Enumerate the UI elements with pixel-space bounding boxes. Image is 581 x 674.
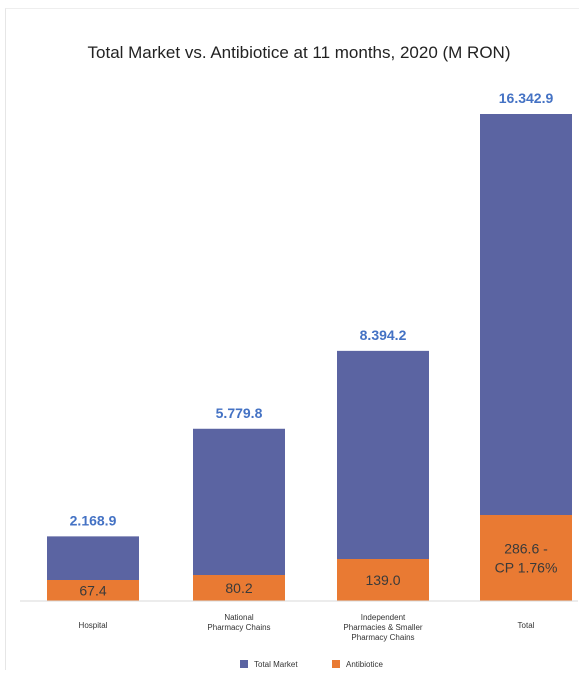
category-label: Independent bbox=[361, 613, 406, 622]
legend-label: Total Market bbox=[254, 660, 298, 669]
antibiotice-bar bbox=[480, 515, 572, 601]
antibiotice-bar bbox=[47, 580, 139, 601]
antibiotice-value-label: CP 1.76% bbox=[495, 560, 558, 576]
legend-swatch bbox=[240, 660, 248, 668]
total-market-value-label: 2.168.9 bbox=[70, 512, 117, 528]
total-market-value-label: 16.342.9 bbox=[499, 90, 554, 106]
total-market-bar bbox=[193, 428, 285, 601]
category-label: Total bbox=[518, 621, 535, 630]
category-label: Pharmacy Chains bbox=[207, 623, 270, 632]
antibiotice-bar bbox=[337, 559, 429, 601]
antibiotice-bar bbox=[193, 575, 285, 601]
total-market-value-label: 8.394.2 bbox=[360, 327, 407, 343]
legend-label: Antibiotice bbox=[346, 660, 383, 669]
legend-swatch bbox=[332, 660, 340, 668]
category-label: Pharmacies & Smaller bbox=[343, 623, 422, 632]
total-market-value-label: 5.779.8 bbox=[216, 405, 263, 421]
antibiotice-value-label: 67.4 bbox=[79, 583, 106, 599]
category-label: National bbox=[224, 613, 254, 622]
category-label: Pharmacy Chains bbox=[351, 633, 414, 642]
legend: Total Market Antibiotice bbox=[240, 660, 383, 669]
chart-frame bbox=[5, 8, 579, 670]
chart-title: Total Market vs. Antibiotice at 11 month… bbox=[88, 43, 511, 62]
bars-layer: 2.168.9 67.4 5.779.8 80.2 8.394.2 139.0 16.342… bbox=[47, 90, 572, 601]
category-label: Hospital bbox=[79, 621, 108, 630]
antibiotice-value-label: 80.2 bbox=[225, 580, 252, 596]
antibiotice-value-label: 286.6 - bbox=[504, 541, 548, 557]
antibiotice-value-label: 139.0 bbox=[365, 572, 400, 588]
